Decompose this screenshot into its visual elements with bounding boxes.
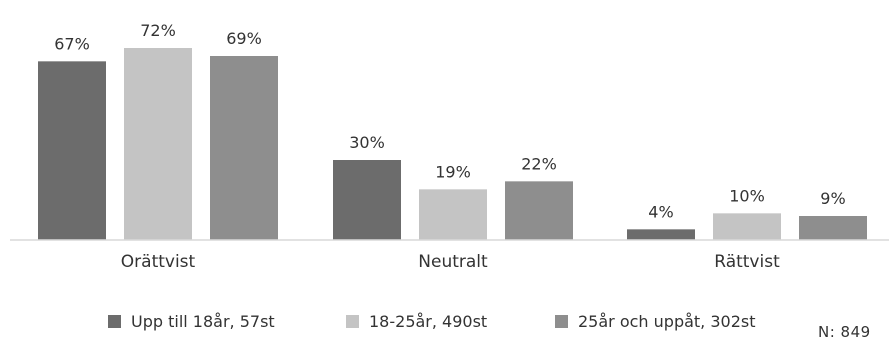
bar-2-1 bbox=[333, 160, 401, 240]
category-label-1: Orättvist bbox=[121, 252, 196, 272]
bar-1-3 bbox=[210, 56, 278, 240]
legend-label-3: 25år och uppåt, 302st bbox=[578, 312, 756, 331]
bar-chart: 67% 72% 69% Orättvist 30% 19% 22% Neutralt 4% 10%… bbox=[10, 21, 889, 272]
category-label-2: Neutralt bbox=[418, 252, 488, 272]
legend-item-3: 25år och uppåt, 302st bbox=[555, 312, 756, 331]
legend-item-2: 18-25år, 490st bbox=[346, 312, 487, 331]
legend-swatch-3 bbox=[555, 315, 568, 328]
labels-group: 67% 72% 69% Orättvist 30% 19% 22% Neutralt 4% 10%… bbox=[54, 21, 845, 272]
legend-swatch-2 bbox=[346, 315, 359, 328]
bar-2-3 bbox=[505, 181, 573, 240]
data-label-2-2: 19% bbox=[435, 162, 471, 181]
data-label-1-3: 69% bbox=[226, 29, 262, 48]
data-label-2-3: 22% bbox=[521, 154, 557, 173]
data-label-3-2: 10% bbox=[729, 186, 765, 205]
data-label-3-1: 4% bbox=[648, 202, 673, 221]
bar-3-1 bbox=[627, 229, 695, 240]
legend-label-2: 18-25år, 490st bbox=[369, 312, 488, 331]
data-label-1-2: 72% bbox=[140, 21, 176, 40]
bars-group bbox=[38, 48, 867, 241]
legend-swatch-1 bbox=[108, 315, 121, 328]
bar-2-2 bbox=[419, 189, 487, 240]
bar-1-2 bbox=[124, 48, 192, 240]
bar-3-3 bbox=[799, 216, 867, 240]
legend: Upp till 18år, 57st 18-25år, 490st 25år … bbox=[0, 312, 889, 342]
bar-1-1 bbox=[38, 61, 106, 241]
category-label-3: Rättvist bbox=[714, 252, 780, 272]
legend-item-1: Upp till 18år, 57st bbox=[108, 312, 275, 331]
bar-3-2 bbox=[713, 213, 781, 240]
sample-size-note: N: 849 bbox=[818, 323, 871, 341]
data-label-1-1: 67% bbox=[54, 34, 90, 53]
data-label-2-1: 30% bbox=[349, 133, 385, 152]
data-label-3-3: 9% bbox=[820, 189, 845, 208]
legend-label-1: Upp till 18år, 57st bbox=[131, 312, 275, 331]
